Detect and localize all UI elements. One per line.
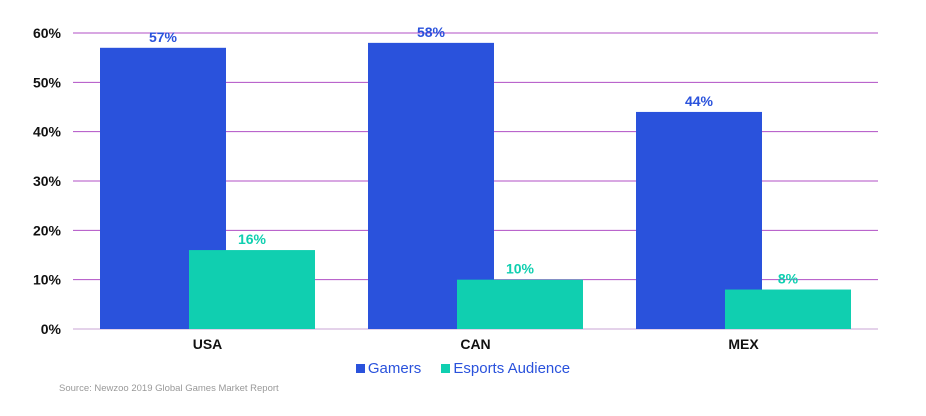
y-tick-label: 0% [41,321,62,337]
legend-label: Gamers [367,360,422,377]
x-tick-label: CAN [460,336,490,352]
bar-esports-mex [725,289,851,329]
y-tick-label: 10% [33,272,62,288]
bar-chart: 0% 10% 20% 30% 40% 50% 60% 57% 16% USA 58% 10% CAN 44… [33,24,878,352]
data-label: 16% [238,231,267,247]
legend: Gamers Esports Audience [0,360,926,377]
y-tick-label: 50% [33,74,62,90]
data-label: 8% [778,271,799,287]
legend-item-esports: Esports Audience [441,360,570,377]
x-tick-label: USA [193,336,223,352]
legend-label: Esports Audience [453,360,571,377]
source-note: Source: Newzoo 2019 Global Games Market … [59,383,279,394]
y-tick-label: 40% [33,124,62,140]
data-label: 10% [506,261,535,277]
legend-swatch-esports [441,364,451,373]
legend-swatch-gamers [355,364,365,373]
x-tick-label: MEX [728,336,759,352]
y-tick-label: 20% [33,222,62,238]
bar-esports-can [457,279,583,329]
y-tick-label: 30% [33,173,62,189]
data-label: 44% [685,93,714,109]
data-label: 58% [417,24,446,40]
bar-esports-usa [189,250,315,329]
legend-item-gamers: Gamers [355,360,422,377]
y-tick-label: 60% [33,25,62,41]
data-label: 57% [149,29,178,45]
